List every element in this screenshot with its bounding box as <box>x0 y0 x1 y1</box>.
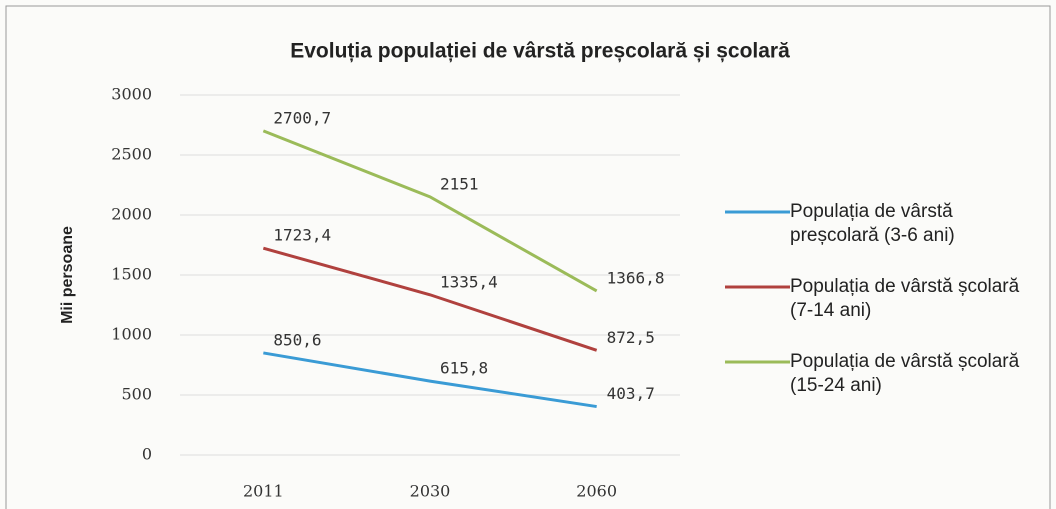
y-axis-label: Mii persoane <box>59 226 76 324</box>
x-tick-label: 2011 <box>243 482 284 501</box>
legend-entry: Populația de vârstă preșcolară (3-6 ani) <box>790 201 955 246</box>
x-tick-label: 2060 <box>576 482 617 501</box>
data-label: 850,6 <box>273 330 321 349</box>
data-label: 1335,4 <box>440 272 498 291</box>
line <box>262 129 598 293</box>
y-tick-label: 1500 <box>111 265 152 284</box>
data-label: 1366,8 <box>607 268 665 287</box>
y-tick-label: 3000 <box>111 85 152 104</box>
data-label: 1723,4 <box>273 226 331 245</box>
y-tick-label: 2000 <box>111 205 152 224</box>
legend-entry: Populația de vârstă școlară (7-14 ani) <box>790 276 1020 321</box>
data-label: 2700,7 <box>273 108 331 127</box>
line <box>263 351 597 409</box>
data-label: 872,5 <box>607 328 655 347</box>
chart-title: Evoluția populației de vârstă preșcolară… <box>290 40 790 63</box>
y-tick-label: 2500 <box>111 145 152 164</box>
y-tick-label: 500 <box>121 385 152 404</box>
data-label: 403,7 <box>607 384 655 403</box>
data-label: 2151 <box>440 174 479 193</box>
data-label: 615,8 <box>440 359 488 378</box>
line <box>262 246 598 352</box>
x-tick-label: 2030 <box>410 482 451 501</box>
legend-entry: Populația de vârstă școlară (15-24 ani) <box>790 351 1020 396</box>
y-tick-label: 0 <box>142 445 152 464</box>
frame <box>5 5 1051 509</box>
y-tick-label: 1000 <box>111 325 152 344</box>
